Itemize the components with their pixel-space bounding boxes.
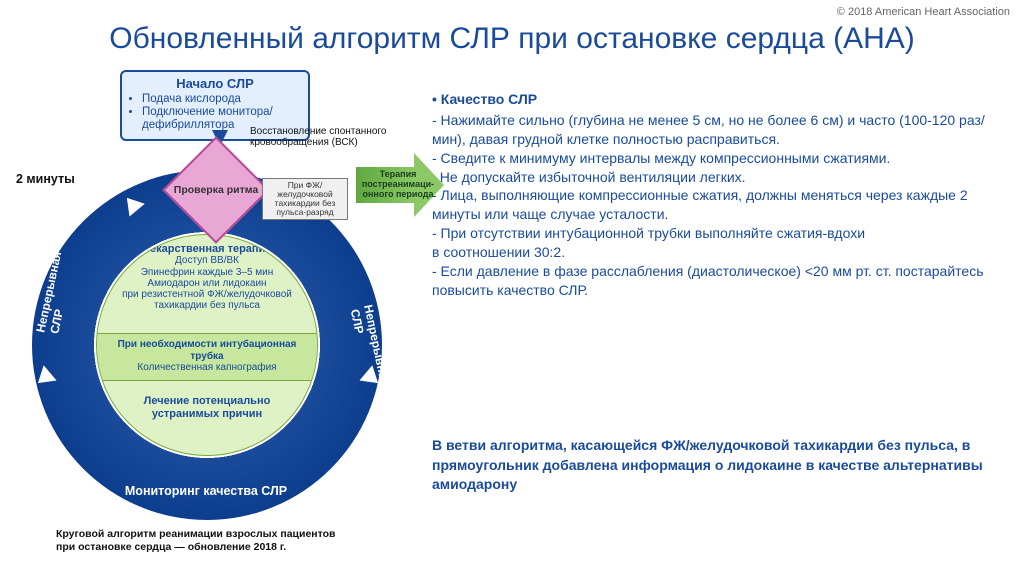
quality-line: . Не допускайте избыточной вентиляции ле… (432, 168, 1002, 187)
quality-heading: Качество СЛР (432, 90, 1002, 109)
segment-reversible-causes: Лечение потенциально устранимых причин (97, 383, 317, 456)
start-title: Начало СЛР (126, 76, 304, 91)
ring-label-right: Непрерывная СЛР (347, 303, 380, 336)
quality-block: Качество СЛР - Нажимайте сильно (глубина… (432, 90, 1002, 300)
seg1-body: Доступ ВВ/ВК Эпинефрин каждые 3–5 мин Ам… (97, 255, 317, 311)
start-item: Подача кислорода (142, 93, 304, 106)
quality-line: в соотношении 30:2. (432, 243, 1002, 262)
segment-drug-therapy: Лекарственная терапия Доступ ВВ/ВК Эпине… (97, 243, 317, 329)
quality-line: - При отсутствии интубационной трубки вы… (432, 224, 1002, 243)
quality-line: - Лица, выполняющие компрессионные сжати… (432, 186, 1002, 224)
quality-line: - Если давление в фазе расслабления (диа… (432, 262, 1002, 300)
quality-line: - Нажимайте сильно (глубина не менее 5 с… (432, 111, 1002, 149)
seg1-title: Лекарственная терапия (97, 243, 317, 255)
rhombus-label: Проверка ритма (171, 184, 261, 196)
page-title: Обновленный алгоритм СЛР при остановке с… (0, 22, 1024, 56)
diagram-caption: Круговой алгоритм реанимации взрослых па… (56, 528, 356, 554)
segment-intubation: При необходимости интубационная трубка К… (97, 333, 317, 381)
vsk-label: Восстановление спонтанного кровообращени… (250, 126, 410, 148)
inner-circle: Лекарственная терапия Доступ ВВ/ВК Эпине… (96, 234, 318, 456)
shock-box: При ФЖ/желудочковой тахикардии без пульс… (262, 178, 348, 220)
ring-label-left: Непрерывная СЛР (33, 303, 66, 336)
seg2-body: Количественная капнография (137, 362, 276, 373)
quality-line: - Сведите к минимуму интервалы между ком… (432, 149, 1002, 168)
ring-label-bottom: Мониторинг качества СЛР (80, 484, 332, 498)
green-arrow-label: Терапия постреанимаци- онного периода (358, 170, 438, 200)
algorithm-diagram: Начало СЛР Подача кислорода Подключение … (10, 70, 430, 530)
copyright-text: © 2018 American Heart Association (837, 6, 1010, 18)
two-minutes-label: 2 минуты (16, 172, 75, 186)
update-note: В ветви алгоритма, касающейся ФЖ/желудоч… (432, 436, 992, 495)
seg2-title: При необходимости интубационная трубка (118, 339, 297, 362)
